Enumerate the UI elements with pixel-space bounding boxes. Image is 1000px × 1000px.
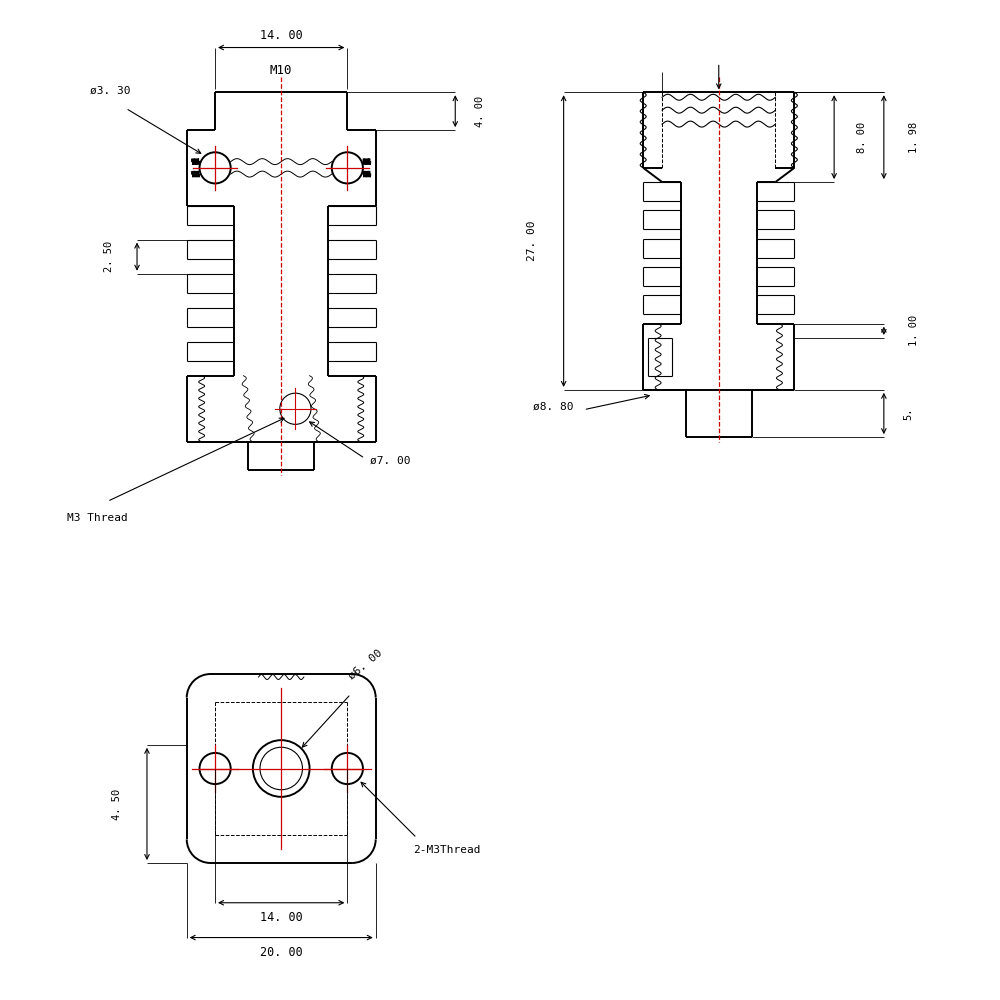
Text: 5.: 5. (904, 407, 914, 420)
Text: 2-M3Thread: 2-M3Thread (413, 845, 481, 855)
Text: ø3. 30: ø3. 30 (90, 85, 131, 95)
Text: ø7. 00: ø7. 00 (370, 455, 410, 465)
Text: ø6. 00: ø6. 00 (347, 647, 384, 681)
Text: 1. 98: 1. 98 (909, 122, 919, 153)
Text: 14. 00: 14. 00 (260, 29, 303, 42)
Text: 20. 00: 20. 00 (260, 946, 303, 959)
Text: M3 Thread: M3 Thread (67, 513, 128, 523)
Text: 14. 00: 14. 00 (260, 911, 303, 924)
Text: 27. 00: 27. 00 (527, 221, 537, 261)
Text: 4. 00: 4. 00 (475, 96, 485, 127)
Text: 1. 00: 1. 00 (909, 315, 919, 346)
Text: ø8. 80: ø8. 80 (533, 402, 574, 412)
Text: 8. 00: 8. 00 (857, 122, 867, 153)
Text: 4. 50: 4. 50 (112, 788, 122, 820)
Text: M10: M10 (270, 64, 292, 77)
Text: 2. 50: 2. 50 (104, 241, 114, 272)
